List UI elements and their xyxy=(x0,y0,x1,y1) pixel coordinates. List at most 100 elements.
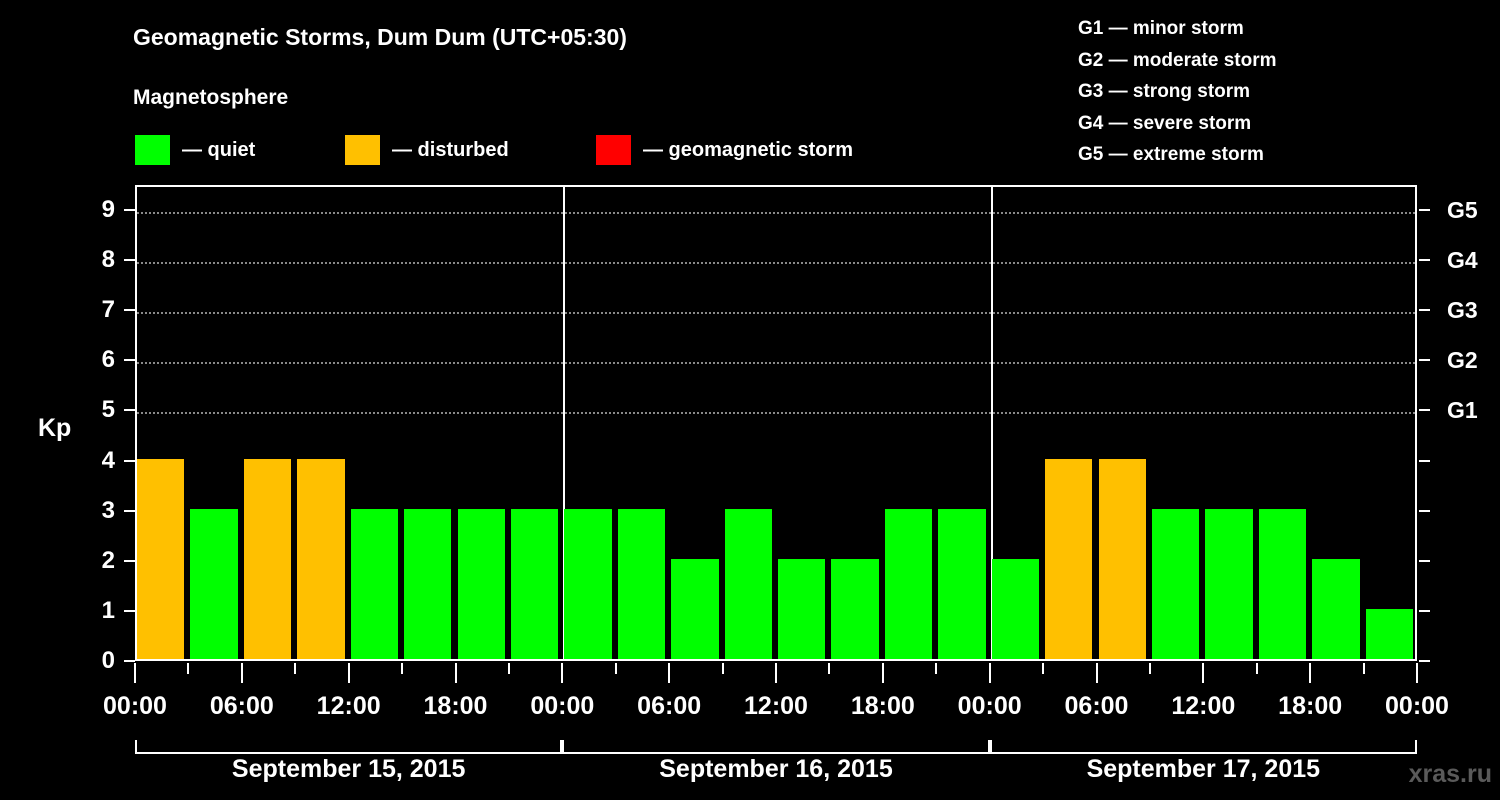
bar-kp xyxy=(350,508,399,659)
g-tick-mark-g4 xyxy=(1419,259,1430,262)
y-tick-label-6: 6 xyxy=(101,346,115,374)
x-tick-label: 06:00 xyxy=(1064,692,1129,720)
legend-item-storm: — geomagnetic storm xyxy=(596,134,853,166)
storm-scale-line-g2: G2 — moderate storm xyxy=(1078,49,1277,71)
bar-kp xyxy=(1151,508,1200,659)
right-axis-minor-tick-3 xyxy=(1419,509,1430,512)
legend-heading: Magnetosphere xyxy=(133,86,289,109)
legend-item-label: — geomagnetic storm xyxy=(643,138,854,161)
bar-kp xyxy=(190,508,238,659)
x-tick-label: 18:00 xyxy=(423,692,488,720)
bar-kp xyxy=(617,508,666,659)
storm-scale-line-g3: G3 — strong storm xyxy=(1078,81,1251,102)
bar-kp xyxy=(1205,508,1253,659)
bar-kp xyxy=(457,508,505,659)
right-axis-minor-tick-1 xyxy=(1419,609,1430,612)
y-tick-mark-0 xyxy=(124,660,135,662)
x-tick-label: 00:00 xyxy=(957,692,1022,720)
bar-kp xyxy=(297,458,345,659)
day-label: September 16, 2015 xyxy=(659,755,893,783)
y-tick-label-5: 5 xyxy=(101,396,115,424)
x-tick-label: 00:00 xyxy=(1385,692,1449,720)
bar-kp xyxy=(991,558,1040,659)
x-tick-major xyxy=(1416,663,1418,683)
day-bracket-1 xyxy=(135,740,563,754)
x-tick-minor xyxy=(1255,663,1258,674)
watermark: xras.ru xyxy=(1408,760,1492,788)
x-tick-minor xyxy=(828,663,831,674)
x-tick-label: 12:00 xyxy=(1171,692,1236,720)
g-tick-label-g2: G2 xyxy=(1447,347,1478,374)
bar-kp xyxy=(1258,508,1307,659)
gridline-kp-7 xyxy=(137,312,1415,315)
x-tick-minor xyxy=(1148,663,1151,674)
disturbed-swatch xyxy=(345,135,380,165)
x-tick-label: 06:00 xyxy=(637,692,702,720)
y-tick-label-1: 1 xyxy=(101,596,115,624)
legend-item-disturbed: — disturbed xyxy=(345,134,509,166)
y-tick-label-7: 7 xyxy=(101,296,115,324)
y-tick-label-0: 0 xyxy=(101,647,115,674)
x-tick-minor xyxy=(935,663,938,674)
x-tick-major xyxy=(1309,663,1312,683)
right-axis-minor-tick-0 xyxy=(1419,660,1430,662)
y-tick-label-4: 4 xyxy=(101,446,115,474)
x-tick-label: 12:00 xyxy=(316,692,381,720)
y-tick-mark-1 xyxy=(124,609,135,612)
g-tick-label-g5: G5 xyxy=(1447,197,1478,224)
x-tick-major xyxy=(561,663,564,683)
y-tick-mark-8 xyxy=(124,259,135,262)
bar-kp xyxy=(243,458,292,659)
y-tick-mark-7 xyxy=(124,309,135,312)
bar-kp xyxy=(671,558,719,659)
bar-kp xyxy=(884,508,933,659)
y-tick-mark-9 xyxy=(124,209,135,212)
x-tick-major xyxy=(347,663,350,683)
day-bracket-3 xyxy=(989,740,1417,754)
x-tick-label: 12:00 xyxy=(744,692,808,720)
y-tick-label-3: 3 xyxy=(101,496,115,524)
y-tick-mark-5 xyxy=(124,409,135,412)
legend-item-quiet: — quiet xyxy=(135,134,255,166)
g-tick-mark-g2 xyxy=(1419,359,1430,362)
x-tick-minor xyxy=(187,663,190,674)
y-tick-mark-6 xyxy=(124,359,135,362)
y-tick-label-8: 8 xyxy=(101,246,115,274)
bar-kp xyxy=(778,558,826,659)
gridline-kp-9 xyxy=(137,212,1415,215)
x-tick-major xyxy=(454,663,457,683)
y-axis-title: Kp xyxy=(38,414,72,442)
g-tick-label-g1: G1 xyxy=(1447,397,1478,424)
bar-kp xyxy=(724,508,772,659)
day-separator-1 xyxy=(563,187,566,659)
storm-scale-legend: G1 — minor storm G2 — moderate storm G3 — … xyxy=(1078,13,1277,171)
bar-kp xyxy=(1098,458,1146,659)
gridline-kp-8 xyxy=(137,262,1415,265)
x-tick-minor xyxy=(1042,663,1045,674)
x-tick-minor xyxy=(507,663,510,674)
g-tick-label-g4: G4 xyxy=(1447,247,1478,274)
x-tick-major xyxy=(1095,663,1098,683)
bar-kp xyxy=(831,558,879,659)
x-tick-major xyxy=(134,663,136,683)
bar-kp xyxy=(938,508,986,659)
right-axis-minor-tick-4 xyxy=(1419,459,1430,462)
gridline-kp-5 xyxy=(137,412,1415,415)
x-tick-minor xyxy=(1362,663,1365,674)
g-tick-mark-g3 xyxy=(1419,309,1430,312)
plot-frame xyxy=(135,185,1417,661)
legend-item-label: — quiet xyxy=(182,138,256,161)
x-tick-minor xyxy=(721,663,724,674)
bar-kp xyxy=(564,508,612,659)
bar-kp xyxy=(510,508,559,659)
x-tick-minor xyxy=(614,663,617,674)
x-tick-label: 00:00 xyxy=(103,692,167,720)
bar-kp xyxy=(1045,458,1093,659)
g-tick-mark-g5 xyxy=(1419,209,1430,212)
x-tick-major xyxy=(668,663,671,683)
plot-area xyxy=(137,187,1415,659)
storm-scale-line-g4: G4 — severe storm xyxy=(1078,112,1252,134)
y-tick-mark-2 xyxy=(124,559,135,562)
bar-kp xyxy=(1365,608,1413,659)
storm-scale-line-g1: G1 — minor storm xyxy=(1078,18,1244,39)
